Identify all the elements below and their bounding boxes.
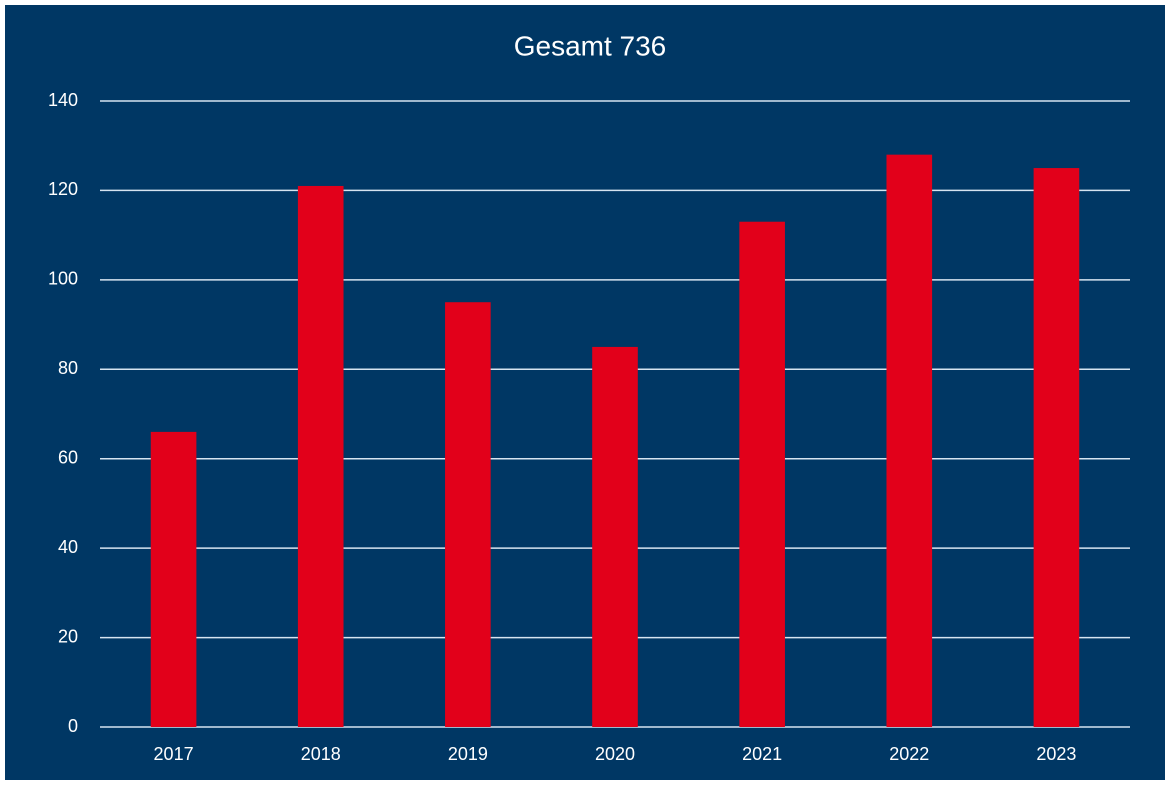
y-tick-label: 40 [58, 537, 78, 557]
bar [445, 302, 491, 727]
y-tick-label: 0 [68, 716, 78, 736]
y-tick-label: 140 [48, 90, 78, 110]
y-tick-label: 100 [48, 269, 78, 289]
y-tick-label: 80 [58, 358, 78, 378]
x-tick-label: 2020 [595, 744, 635, 764]
x-tick-label: 2017 [154, 744, 194, 764]
x-tick-label: 2023 [1036, 744, 1076, 764]
bar [150, 431, 197, 727]
x-tick-label: 2021 [742, 744, 782, 764]
bar [297, 185, 344, 727]
bar [592, 346, 638, 727]
chart-background [5, 5, 1165, 780]
bar [886, 154, 933, 727]
x-tick-label: 2018 [301, 744, 341, 764]
y-tick-label: 60 [58, 447, 78, 467]
x-tick-label: 2019 [448, 744, 488, 764]
bar [739, 221, 785, 727]
bar [1033, 168, 1080, 728]
y-tick-label: 20 [58, 626, 78, 646]
chart-title: Gesamt 736 [514, 30, 667, 61]
x-tick-label: 2022 [889, 744, 929, 764]
y-tick-label: 120 [48, 179, 78, 199]
